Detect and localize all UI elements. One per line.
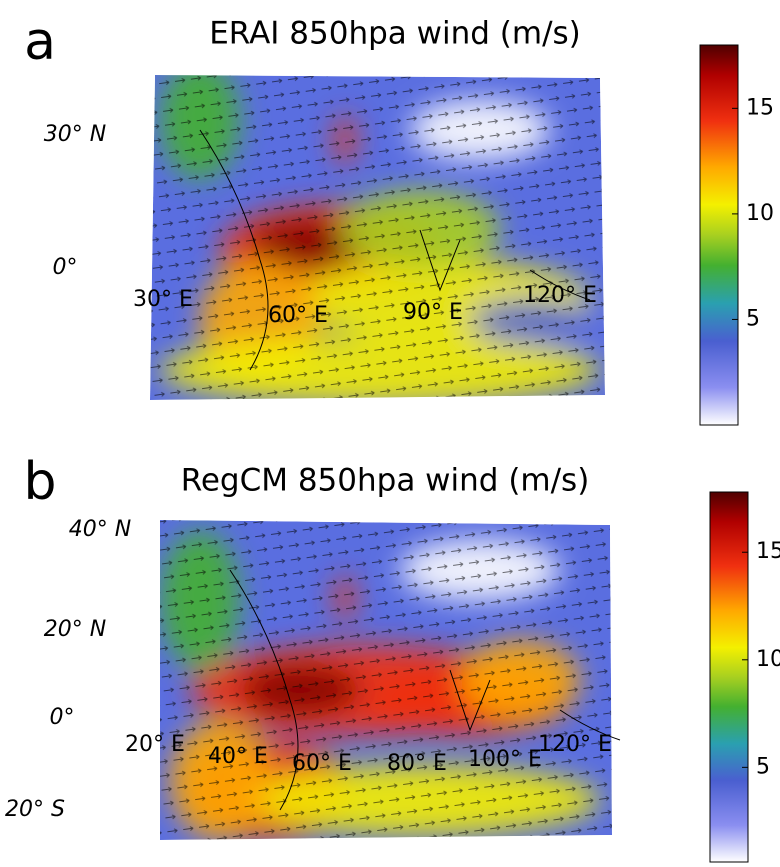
longitude-label: 100° E bbox=[468, 747, 542, 772]
longitude-label: 120° E bbox=[538, 732, 612, 757]
longitude-label: 30° E bbox=[133, 287, 193, 312]
colorbar-tick-label: 15 bbox=[756, 539, 780, 564]
latitude-label: 20° N bbox=[44, 617, 106, 642]
panels: a ERAI 850hpa wind (m/s) 30° N 0° 30° E 60° E… bbox=[5, 12, 780, 863]
longitude-label: 20° E bbox=[125, 732, 185, 757]
panel-title: RegCM 850hpa wind (m/s) bbox=[181, 463, 590, 499]
wind-vectors bbox=[150, 75, 605, 400]
longitude-label: 60° E bbox=[292, 751, 352, 776]
longitude-label: 60° E bbox=[268, 303, 328, 328]
longitude-label: 90° E bbox=[403, 300, 463, 325]
wind-map bbox=[150, 75, 605, 400]
latitude-label: 40° N bbox=[69, 517, 131, 542]
colorbar bbox=[709, 491, 749, 863]
longitude-label: 40° E bbox=[208, 744, 268, 769]
panel-label: b bbox=[23, 452, 56, 512]
latitude-label: 0° bbox=[50, 705, 75, 730]
coastline bbox=[199, 129, 591, 371]
colorbar-tick-label: 15 bbox=[746, 95, 774, 120]
colorbar-tick-label: 10 bbox=[756, 647, 780, 672]
colorbar bbox=[699, 44, 739, 426]
longitude-label: 120° E bbox=[523, 283, 597, 308]
latitude-label: 0° bbox=[53, 255, 78, 280]
panel-label: a bbox=[24, 12, 56, 72]
colorbar-tick-label: 10 bbox=[746, 201, 774, 226]
latitude-label: 20° S bbox=[5, 797, 65, 822]
longitude-label: 80° E bbox=[387, 751, 447, 776]
panel: a ERAI 850hpa wind (m/s) 30° N 0° 30° E 60° E… bbox=[24, 12, 774, 426]
panel-title: ERAI 850hpa wind (m/s) bbox=[209, 16, 581, 52]
colorbar-tick-label: 5 bbox=[756, 754, 770, 779]
wind-vectors bbox=[160, 520, 612, 840]
wind-map bbox=[160, 520, 612, 840]
colorbar-tick-label: 5 bbox=[746, 306, 760, 331]
coastline bbox=[229, 569, 621, 811]
latitude-label: 30° N bbox=[44, 122, 106, 147]
panel: b RegCM 850hpa wind (m/s) 40° N 20° N 0° 20° … bbox=[5, 452, 780, 863]
